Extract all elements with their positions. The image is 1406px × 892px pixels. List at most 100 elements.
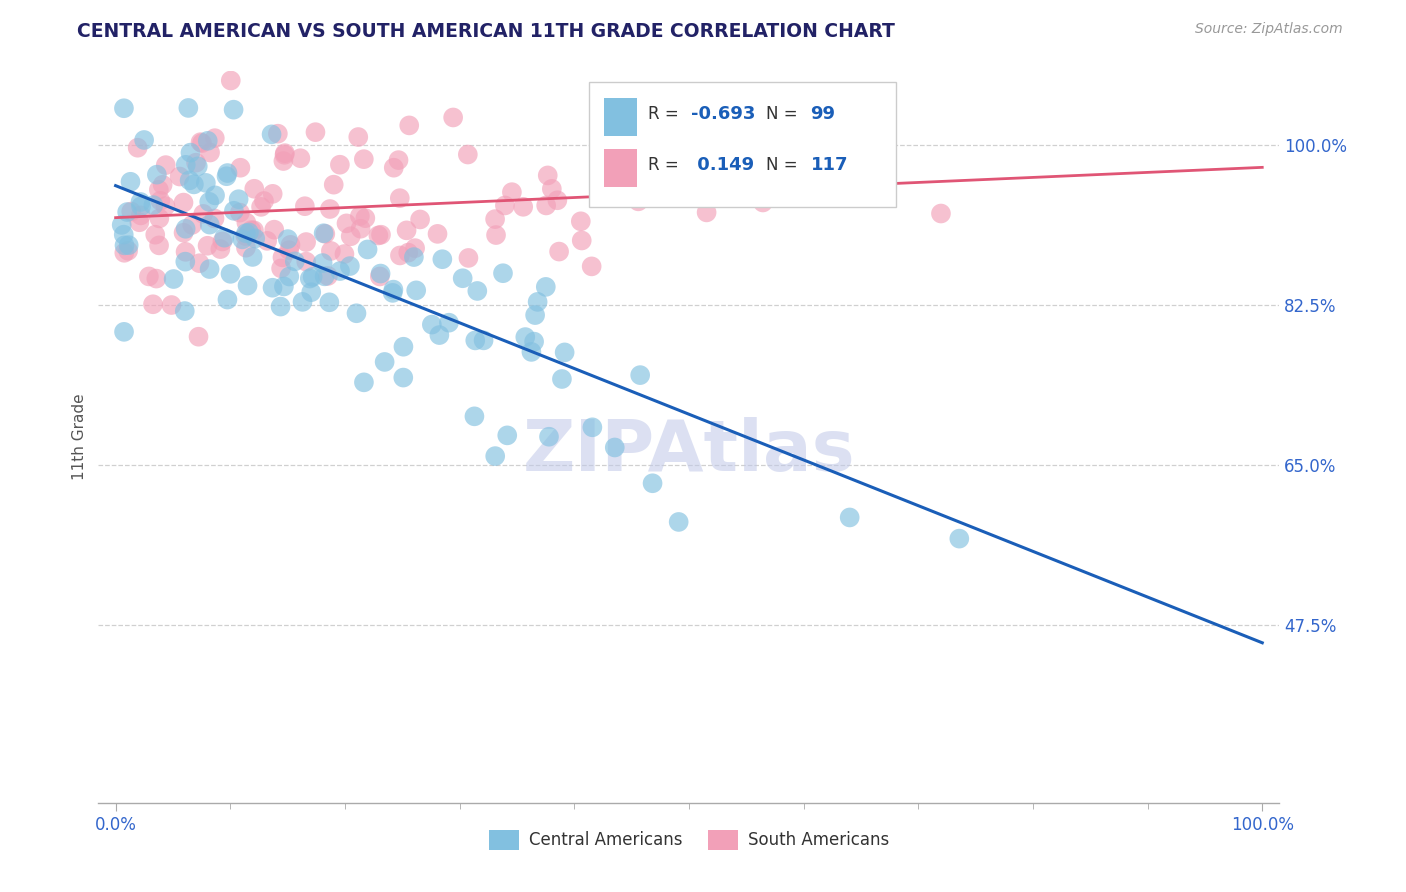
Point [271, 251, 294, 265]
Point [396, 245, 419, 260]
Point [398, 119, 420, 133]
Point [193, 207, 215, 221]
Point [129, 208, 152, 222]
Point [319, 202, 342, 216]
Point [181, 218, 204, 232]
Point [235, 216, 257, 230]
Point [581, 420, 603, 434]
Point [554, 345, 576, 359]
Text: Source: ZipAtlas.com: Source: ZipAtlas.com [1195, 22, 1343, 37]
Point [256, 234, 278, 248]
Point [672, 167, 695, 181]
Point [112, 101, 135, 115]
Point [204, 188, 226, 202]
Point [329, 264, 352, 278]
Point [581, 260, 603, 274]
Point [356, 243, 378, 257]
Point [217, 293, 239, 307]
Point [245, 231, 267, 245]
Point [274, 146, 297, 161]
Point [335, 216, 357, 230]
Point [290, 151, 312, 165]
Point [534, 280, 557, 294]
Point [128, 215, 150, 229]
Point [212, 230, 235, 244]
Point [273, 148, 295, 162]
Point [204, 131, 226, 145]
Point [179, 145, 201, 160]
Point [392, 340, 415, 354]
Point [160, 298, 183, 312]
Point [295, 235, 318, 249]
Point [929, 206, 952, 220]
Point [174, 254, 197, 268]
Point [215, 169, 238, 184]
FancyBboxPatch shape [589, 82, 896, 207]
Point [183, 178, 205, 192]
Point [339, 259, 361, 273]
Point [551, 372, 574, 386]
Point [187, 329, 209, 343]
Point [229, 205, 252, 219]
Point [204, 211, 226, 226]
Point [173, 304, 195, 318]
Point [367, 228, 389, 243]
Point [374, 355, 396, 369]
Text: 0.149: 0.149 [692, 156, 755, 174]
Point [229, 161, 252, 175]
Point [278, 244, 301, 258]
Point [546, 194, 568, 208]
Point [228, 192, 250, 206]
Point [524, 308, 547, 322]
Point [404, 241, 426, 255]
Point [353, 152, 375, 166]
Point [392, 370, 415, 384]
Legend: Central Americans, South Americans: Central Americans, South Americans [482, 823, 896, 856]
Point [451, 271, 474, 285]
Point [349, 221, 371, 235]
Point [235, 241, 257, 255]
Point [291, 294, 314, 309]
Point [222, 203, 245, 218]
Text: CENTRAL AMERICAN VS SOUTH AMERICAN 11TH GRADE CORRELATION CHART: CENTRAL AMERICAN VS SOUTH AMERICAN 11TH … [77, 22, 896, 41]
Point [457, 251, 479, 265]
Point [627, 194, 650, 209]
Point [243, 223, 266, 237]
Point [382, 283, 405, 297]
Point [484, 449, 506, 463]
Point [628, 92, 651, 106]
Point [501, 185, 523, 199]
Point [169, 169, 191, 184]
Point [155, 199, 177, 213]
Point [142, 297, 165, 311]
Point [177, 101, 200, 115]
Point [496, 428, 519, 442]
Point [526, 294, 548, 309]
Point [129, 199, 152, 213]
Text: R =: R = [648, 156, 683, 174]
Point [112, 325, 135, 339]
Point [457, 147, 479, 161]
Point [174, 158, 197, 172]
Point [270, 261, 292, 276]
Point [219, 73, 242, 87]
Point [238, 226, 260, 240]
Point [353, 376, 375, 390]
Point [402, 250, 425, 264]
Point [733, 170, 755, 185]
Text: N =: N = [766, 156, 803, 174]
Point [512, 200, 534, 214]
Point [260, 128, 283, 142]
Point [112, 245, 135, 260]
Point [198, 194, 221, 209]
Point [420, 318, 443, 332]
Point [152, 178, 174, 192]
Point [188, 256, 211, 270]
Point [209, 242, 232, 256]
Y-axis label: 11th Grade: 11th Grade [72, 393, 87, 481]
Point [277, 232, 299, 246]
Point [187, 159, 209, 173]
Point [540, 182, 562, 196]
Point [134, 133, 156, 147]
Point [111, 218, 134, 232]
